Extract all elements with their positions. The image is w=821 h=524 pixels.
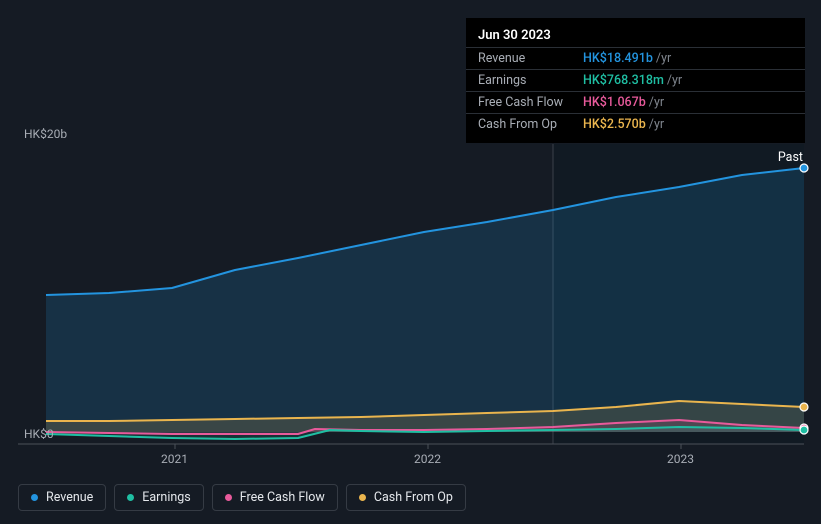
legend-label: Earnings xyxy=(142,490,190,505)
legend-dot-icon xyxy=(359,494,366,501)
tooltip-unit: /yr xyxy=(649,95,664,110)
legend-label: Revenue xyxy=(46,490,93,505)
x-tick-2022: 2022 xyxy=(414,452,441,466)
legend-item-earnings[interactable]: Earnings xyxy=(114,484,203,511)
legend-item-cfo[interactable]: Cash From Op xyxy=(346,484,466,511)
x-tick-2021: 2021 xyxy=(161,452,188,466)
legend-dot-icon xyxy=(31,494,38,501)
legend-label: Cash From Op xyxy=(374,490,453,505)
legend-label: Free Cash Flow xyxy=(240,490,325,505)
y-tick-top: HK$20b xyxy=(24,127,67,141)
tooltip-value: HK$1.067b xyxy=(583,95,646,110)
tooltip-value: HK$768.318m xyxy=(583,73,664,88)
legend-dot-icon xyxy=(225,494,232,501)
tooltip-row-fcf: Free Cash Flow HK$1.067b /yr xyxy=(466,91,805,113)
chart-tooltip: Jun 30 2023 Revenue HK$18.491b /yr Earni… xyxy=(466,18,805,143)
past-label: Past xyxy=(778,150,803,165)
y-tick-bottom: HK$0 xyxy=(24,427,54,441)
tooltip-unit: /yr xyxy=(649,117,664,132)
tooltip-date: Jun 30 2023 xyxy=(466,26,805,47)
tooltip-row-earnings: Earnings HK$768.318m /yr xyxy=(466,69,805,91)
legend-item-fcf[interactable]: Free Cash Flow xyxy=(212,484,338,511)
tooltip-value: HK$2.570b xyxy=(583,117,646,132)
tooltip-row-cfo: Cash From Op HK$2.570b /yr xyxy=(466,113,805,135)
legend-dot-icon xyxy=(127,494,134,501)
tooltip-label: Revenue xyxy=(478,51,583,66)
tooltip-unit: /yr xyxy=(656,51,671,66)
tooltip-label: Cash From Op xyxy=(478,117,583,132)
tooltip-unit: /yr xyxy=(667,73,682,88)
tooltip-value: HK$18.491b xyxy=(583,51,653,66)
chart-legend: Revenue Earnings Free Cash Flow Cash Fro… xyxy=(18,484,466,511)
tooltip-row-revenue: Revenue HK$18.491b /yr xyxy=(466,47,805,69)
tooltip-label: Earnings xyxy=(478,73,583,88)
financial-chart: HK$20b HK$0 2021 2022 2023 Past Jun 30 2… xyxy=(0,0,821,524)
legend-item-revenue[interactable]: Revenue xyxy=(18,484,106,511)
tooltip-label: Free Cash Flow xyxy=(478,95,583,110)
x-tick-2023: 2023 xyxy=(667,452,694,466)
